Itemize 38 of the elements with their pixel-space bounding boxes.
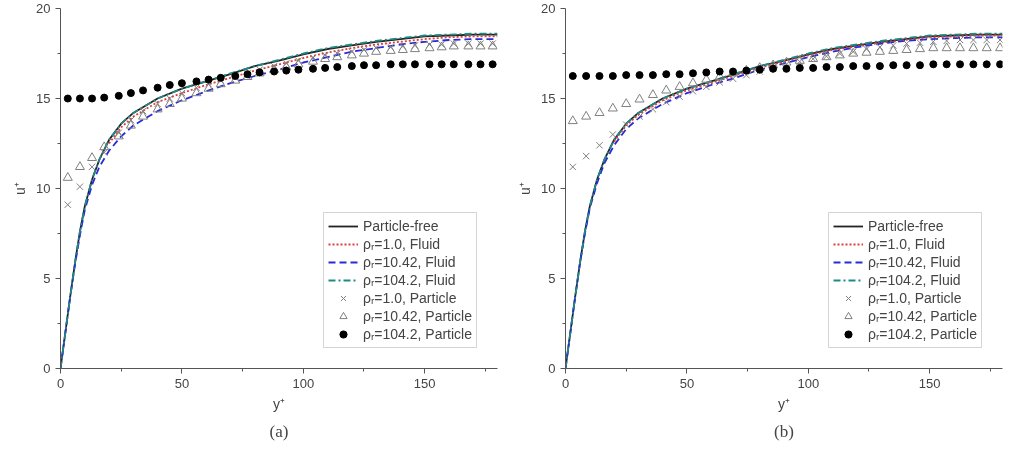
x-tick-label: 0 xyxy=(56,375,65,391)
y-tick-label: 5 xyxy=(548,271,556,286)
y-tick-label: 15 xyxy=(36,91,51,106)
x-tick-label: 150 xyxy=(413,375,436,391)
y-tick-label: 5 xyxy=(43,271,51,286)
legend-label: Particle-free xyxy=(868,217,944,235)
legend-label: ρᵣ=1.0, Fluid xyxy=(868,235,946,253)
y-axis-title: u⁺ xyxy=(517,182,534,195)
x-tick-label: 100 xyxy=(797,375,820,391)
y-tick-label: 10 xyxy=(36,181,51,196)
y-tick-label: 20 xyxy=(541,1,556,16)
legend-label: ρᵣ=10.42, Fluid xyxy=(363,253,456,271)
y-tick-label: 15 xyxy=(541,91,556,106)
legend-label: ρᵣ=104.2, Fluid xyxy=(363,271,456,289)
y-tick-label: 0 xyxy=(43,361,51,376)
y-tick-label: 10 xyxy=(541,181,556,196)
x-tick-label: 50 xyxy=(679,375,695,391)
y-axis-title: u⁺ xyxy=(12,182,29,195)
text: (a) xyxy=(269,421,289,441)
legend-label: ρᵣ=104.2, Fluid xyxy=(868,271,961,289)
x-tick-label: 100 xyxy=(292,375,315,391)
legend-label: ρᵣ=1.0, Particle xyxy=(363,289,457,307)
x-tick-label: 0 xyxy=(561,375,570,391)
legend-label: ρᵣ=104.2, Particle xyxy=(363,325,472,343)
text: (b) xyxy=(774,421,794,441)
x-tick-label: 150 xyxy=(918,375,941,391)
legend-label: ρᵣ=1.0, Fluid xyxy=(363,235,441,253)
legend-label: ρᵣ=10.42, Particle xyxy=(363,307,472,325)
y-tick-label: 20 xyxy=(36,1,51,16)
legend-label: ρᵣ=10.42, Particle xyxy=(868,307,977,325)
y-tick-label: 0 xyxy=(548,361,556,376)
legend-label: ρᵣ=104.2, Particle xyxy=(868,325,977,343)
legend-label: ρᵣ=1.0, Particle xyxy=(868,289,962,307)
x-tick-label: 50 xyxy=(174,375,190,391)
x-axis-title: y⁺ xyxy=(778,395,790,412)
legend-label: Particle-free xyxy=(363,217,439,235)
x-axis-title: y⁺ xyxy=(273,395,285,412)
legend-label: ρᵣ=10.42, Fluid xyxy=(868,253,961,271)
